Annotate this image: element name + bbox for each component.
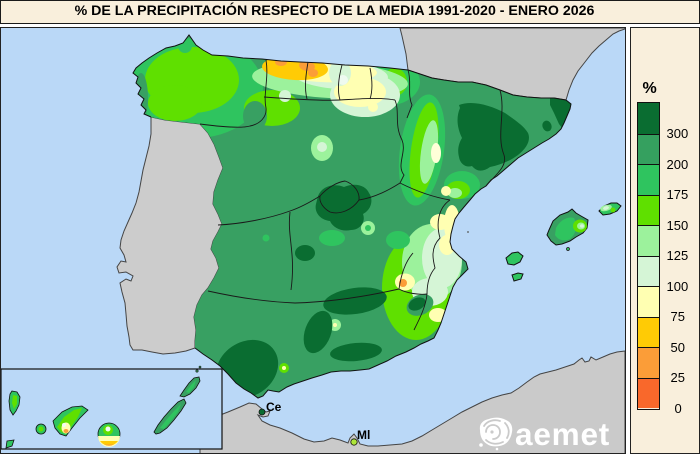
svg-text:Ml: Ml	[357, 428, 370, 442]
svg-text:Ce: Ce	[266, 400, 282, 414]
svg-text:aemet: aemet	[515, 416, 610, 452]
